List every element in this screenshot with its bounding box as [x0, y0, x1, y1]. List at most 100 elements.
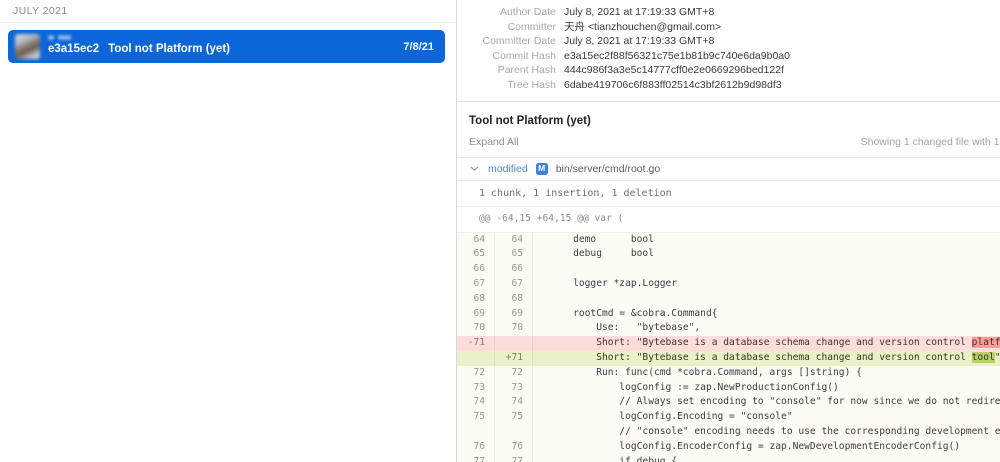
diff-line-ctx: 68 68	[457, 291, 1000, 307]
line-number-old	[457, 424, 495, 440]
diff-line-source: logConfig := zap.NewProductionConfig()	[550, 381, 839, 393]
line-number-old: 69	[457, 306, 495, 322]
metadata-row-committer-date: Committer Date July 8, 2021 at 17:19:33 …	[457, 34, 1000, 49]
metadata-value: 6dabe419706c6f883ff02514c3bf2612b9d98df3	[564, 78, 782, 91]
hunk-header: @@ -64,15 +64,15 @@ var (	[457, 206, 1000, 233]
line-number-old	[457, 350, 495, 366]
line-number-old: 74	[457, 395, 495, 411]
diff-line-source: debug bool	[550, 248, 654, 260]
chunk-summary: 1 chunk, 1 insertion, 1 deletion	[457, 180, 1000, 207]
line-number-old: 72	[457, 365, 495, 381]
commit-item-text: e3a15ec2 Tool not Platform (yet)	[48, 33, 393, 60]
commit-list-month-header: JULY 2021	[0, 0, 456, 23]
line-number-new: 77	[495, 454, 533, 462]
diff-line-ctx: 67 67 logger *zap.Logger	[457, 276, 1000, 292]
diff-line-ctx: // "console" encoding needs to use the c…	[457, 424, 1000, 440]
line-number-new	[495, 424, 533, 440]
diff-line-ctx: 64 64 demo bool	[457, 232, 1000, 248]
diff-line-source: Run: func(cmd *cobra.Command, args []str…	[550, 366, 862, 378]
commit-metadata-table: Author Date July 8, 2021 at 17:19:33 GMT…	[457, 0, 1000, 102]
diff-line-ctx: 70 70 Use: "bytebase",	[457, 321, 1000, 337]
commit-sha: e3a15ec2	[48, 43, 100, 55]
metadata-value: July 8, 2021 at 17:19:33 GMT+8	[564, 35, 715, 48]
metadata-value: 天舟 <tianzhouchen@gmail.com>	[564, 20, 722, 33]
modified-badge-icon: M	[535, 162, 548, 175]
diff-toolbar: Expand All Showing 1 changed file with 1…	[457, 136, 1000, 157]
word-diff-highlight: platform	[971, 337, 1000, 349]
metadata-value: 444c986f3a3e5c14777cff0e2e0669296bed122f	[564, 64, 784, 77]
commit-message-title: Tool not Platform (yet)	[469, 114, 591, 127]
metadata-row-committer: Committer 天舟 <tianzhouchen@gmail.com>	[457, 20, 1000, 35]
diff-line-ctx: 76 76 logConfig.EncoderConfig = zap.NewDe…	[457, 439, 1000, 455]
expand-all-button[interactable]: Expand All	[469, 135, 519, 148]
diff-line-source: // Always set encoding to "console" for …	[619, 396, 1000, 408]
diff-line-source: Use: "bytebase",	[550, 322, 701, 334]
diff-line-source: logConfig.EncoderConfig = zap.NewDevelop…	[550, 440, 961, 452]
line-number-new: 70	[495, 321, 533, 337]
metadata-label: Parent Hash	[497, 64, 556, 77]
line-number-new: 75	[495, 410, 533, 425]
diff-line-source: rootCmd = &cobra.Command{	[550, 307, 718, 319]
line-number-old: 77	[457, 454, 495, 462]
line-number-new	[495, 336, 533, 351]
diff-line-source	[533, 262, 1000, 277]
author-name-redacted	[48, 35, 71, 40]
diff-line-source: if debug {	[550, 455, 678, 462]
diff-line-ctx: 72 72 Run: func(cmd *cobra.Command, args …	[457, 365, 1000, 381]
metadata-value: July 8, 2021 at 17:19:33 GMT+8	[564, 6, 715, 18]
line-number-new: 65	[495, 247, 533, 263]
diff-file-header[interactable]: modified M bin/server/cmd/root.go	[457, 156, 1000, 181]
metadata-row-parent-hash: Parent Hash 444c986f3a3e5c14777cff0e2e06…	[457, 63, 1000, 78]
metadata-value: e3a15ec2f88f56321c75e1b81b9c740e6da9b0a0	[564, 49, 790, 62]
diff-summary-text: Showing 1 changed file with 1 add	[860, 135, 1000, 148]
diff-line-source: Short: "Bytebase is a database schema ch…	[533, 336, 1000, 351]
metadata-row-commit-hash: Commit Hash e3a15ec2f88f56321c75e1b81b9c…	[457, 49, 1000, 64]
line-number-old: 68	[457, 291, 495, 307]
commit-detail-panel: Author Date July 8, 2021 at 17:19:33 GMT…	[457, 0, 1000, 462]
line-number-new: 72	[495, 365, 533, 381]
avatar	[15, 34, 40, 59]
diff-line-source: logConfig.Encoding = "console"	[550, 411, 793, 423]
diff-line-ctx: 69 69 rootCmd = &cobra.Command{	[457, 306, 1000, 322]
metadata-label: Author Date	[499, 6, 556, 18]
line-number-new: 64	[495, 232, 533, 248]
month-header-label: JULY 2021	[13, 5, 68, 17]
commit-list-panel: JULY 2021 e3a15ec2 Tool not Platform (ye…	[0, 0, 457, 462]
chevron-down-icon[interactable]	[469, 163, 480, 174]
commit-list-item-selected[interactable]: e3a15ec2 Tool not Platform (yet) 7/8/21	[8, 30, 445, 63]
commit-subject: Tool not Platform (yet)	[108, 43, 230, 55]
line-number-new: 76	[495, 439, 533, 455]
metadata-row-tree-hash: Tree Hash 6dabe419706c6f883ff02514c3bf26…	[457, 78, 1000, 93]
line-number-new: 66	[495, 262, 533, 277]
diff-line-ctx: 77 77 if debug {	[457, 454, 1000, 462]
line-number-old: -71	[457, 336, 495, 351]
line-number-new: 67	[495, 276, 533, 292]
diff-line-source: // "console" encoding needs to use the c…	[619, 425, 1000, 437]
diff-line-source: demo bool	[550, 233, 654, 245]
line-number-old: 76	[457, 439, 495, 455]
diff-code-view: @@ -64,15 +64,15 @@ var ( 64 64 demo bool…	[457, 206, 1000, 462]
diff-line-add: +71 Short: "Bytebase is a database schem…	[457, 350, 1000, 366]
diff-line-del: -71 Short: "Bytebase is a database schem…	[457, 336, 1000, 351]
diff-lines-container: 64 64 demo bool 65 65 debug bool 66 66 67 67 lo…	[457, 232, 1000, 462]
line-number-old: 67	[457, 276, 495, 292]
line-number-old: 75	[457, 410, 495, 425]
line-number-new: +71	[495, 350, 533, 366]
diff-line-source: Short: "Bytebase is a database schema ch…	[550, 351, 1000, 363]
diff-line-ctx: 66 66	[457, 262, 1000, 277]
file-status-label: modified	[488, 162, 528, 175]
file-path-label[interactable]: bin/server/cmd/root.go	[555, 162, 661, 175]
diff-line-ctx: 74 74 // Always set encoding to "console"…	[457, 395, 1000, 411]
line-number-new: 73	[495, 380, 533, 396]
word-diff-highlight: tool	[971, 351, 995, 363]
diff-line-ctx: 75 75 logConfig.Encoding = "console"	[457, 410, 1000, 425]
metadata-label: Committer Date	[482, 35, 556, 48]
line-number-new: 74	[495, 395, 533, 411]
metadata-label: Committer	[507, 20, 556, 33]
commit-date: 7/8/21	[403, 40, 434, 53]
line-number-old: 65	[457, 247, 495, 263]
metadata-label: Commit Hash	[492, 49, 556, 62]
diff-line-ctx: 65 65 debug bool	[457, 247, 1000, 263]
diff-line-source: logger *zap.Logger	[550, 277, 678, 289]
